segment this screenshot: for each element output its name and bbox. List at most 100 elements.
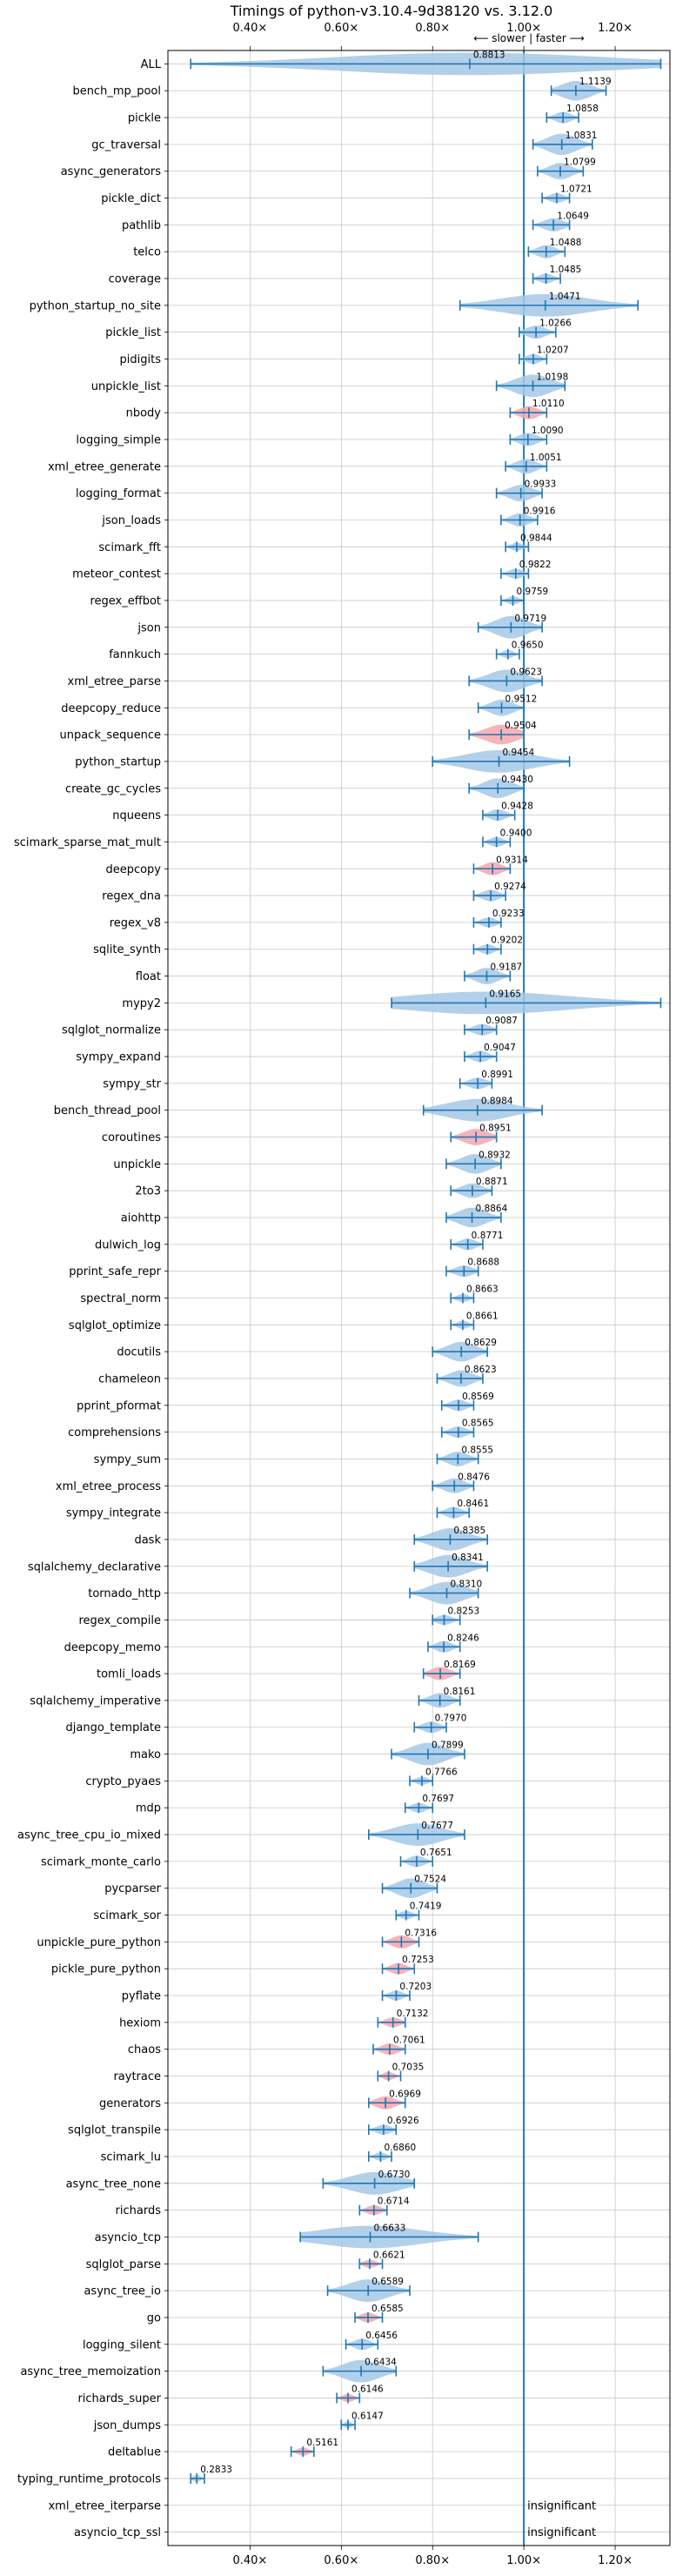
value-label-pathlib: 1.0649 xyxy=(557,211,589,221)
value-label-async-tree-memoization: 0.6434 xyxy=(365,2358,397,2368)
value-label-docutils: 0.8629 xyxy=(465,1338,497,1348)
category-label-fannkuch: fannkuch xyxy=(109,648,161,661)
category-label-scimark-lu: scimark_lu xyxy=(101,2150,161,2163)
value-label-raytrace: 0.7035 xyxy=(392,2063,425,2073)
category-label-sympy-integrate: sympy_integrate xyxy=(66,1507,161,1520)
category-label-unpickle-list: unpickle_list xyxy=(91,380,161,393)
category-label-deltablue: deltablue xyxy=(108,2446,161,2459)
category-label-deepcopy-reduce: deepcopy_reduce xyxy=(61,702,161,715)
x-tick-label-top: 1.00× xyxy=(506,22,541,35)
category-label-unpickle-pure-python: unpickle_pure_python xyxy=(37,1936,161,1949)
category-label-typing-runtime-protocols: typing_runtime_protocols xyxy=(17,2472,161,2485)
category-label-sqlglot-parse: sqlglot_parse xyxy=(86,2258,161,2271)
value-label-richards-super: 0.6146 xyxy=(351,2384,384,2394)
category-label-async-tree-cpu-io-mixed: async_tree_cpu_io_mixed xyxy=(17,1829,161,1842)
category-label-sqlalchemy-declarative: sqlalchemy_declarative xyxy=(28,1560,161,1573)
category-label-dask: dask xyxy=(134,1533,161,1546)
category-label-json-dumps: json_dumps xyxy=(93,2419,161,2432)
category-label-telco: telco xyxy=(133,246,161,259)
category-label-logging-simple: logging_simple xyxy=(76,434,161,447)
value-label-mypy2: 0.9165 xyxy=(489,989,521,999)
value-label-async-tree-io: 0.6589 xyxy=(371,2277,404,2287)
value-label-deepcopy: 0.9314 xyxy=(496,855,528,865)
value-label-coroutines: 0.8951 xyxy=(479,1124,512,1134)
x-tick-label-bottom: 1.00× xyxy=(506,2554,541,2567)
category-label-pycparser: pycparser xyxy=(104,1882,161,1895)
category-label-xml-etree-generate: xml_etree_generate xyxy=(48,460,161,473)
category-label-regex-effbot: regex_effbot xyxy=(90,594,161,607)
value-label-sympy-integrate: 0.8461 xyxy=(457,1499,489,1509)
category-label-asyncio-tcp: asyncio_tcp xyxy=(95,2231,161,2244)
value-label-asyncio-tcp: 0.6633 xyxy=(374,2223,406,2233)
category-label-pprint-pformat: pprint_pformat xyxy=(77,1399,161,1412)
x-tick-label-bottom: 1.20× xyxy=(598,2554,632,2567)
category-label-spectral-norm: spectral_norm xyxy=(80,1292,161,1305)
value-label-async-tree-cpu-io-mixed: 0.7677 xyxy=(421,1821,453,1831)
value-label-generators: 0.6969 xyxy=(389,2089,421,2099)
category-label-coroutines: coroutines xyxy=(102,1131,161,1144)
value-label-deepcopy-memo: 0.8246 xyxy=(447,1633,479,1643)
category-label-xml-etree-parse: xml_etree_parse xyxy=(68,675,161,688)
value-label-tornado-http: 0.8310 xyxy=(450,1580,482,1590)
value-label-typing-runtime-protocols: 0.2833 xyxy=(200,2465,232,2475)
value-label-comprehensions: 0.8565 xyxy=(462,1419,494,1429)
category-label-async-generators: async_generators xyxy=(61,165,162,178)
category-label-nbody: nbody xyxy=(126,407,162,420)
category-label-regex-v8: regex_v8 xyxy=(110,916,161,929)
value-label-async-tree-none: 0.6730 xyxy=(378,2170,411,2180)
category-label-sqlalchemy-imperative: sqlalchemy_imperative xyxy=(30,1694,161,1707)
value-label-unpack-sequence: 0.9504 xyxy=(505,721,537,731)
category-label-json-loads: json_loads xyxy=(101,514,161,527)
category-label-sqlglot-normalize: sqlglot_normalize xyxy=(62,1024,161,1037)
grid-layer xyxy=(168,50,670,2546)
category-label-sqlglot-transpile: sqlglot_transpile xyxy=(68,2124,161,2137)
category-label-sympy-str: sympy_str xyxy=(103,1077,161,1090)
insignificant-label-xml-etree-iterparse: insignificant xyxy=(527,2499,596,2512)
value-label-mdp: 0.7697 xyxy=(422,1794,454,1804)
category-label-python-startup-no-site: python_startup_no_site xyxy=(30,299,161,312)
value-label-xml-etree-parse: 0.9623 xyxy=(510,667,542,677)
value-label-json-dumps: 0.6147 xyxy=(351,2411,384,2421)
value-label-nqueens: 0.9428 xyxy=(501,802,533,812)
value-label-logging-format: 0.9933 xyxy=(525,480,557,490)
category-label-pidigits: pidigits xyxy=(120,353,162,366)
value-label-pickle-dict: 1.0721 xyxy=(560,184,592,195)
x-tick-label-top: 0.40× xyxy=(232,22,267,35)
category-label-unpickle: unpickle xyxy=(113,1158,161,1171)
value-label-logging-simple: 1.0090 xyxy=(532,426,564,436)
category-label-dulwich-log: dulwich_log xyxy=(95,1238,161,1251)
value-label-hexiom: 0.7132 xyxy=(397,2009,429,2019)
category-label-hexiom: hexiom xyxy=(119,2016,161,2029)
category-label-async-tree-none: async_tree_none xyxy=(66,2177,161,2190)
value-label-sqlglot-parse: 0.6621 xyxy=(373,2250,405,2260)
value-label-unpickle: 0.8932 xyxy=(478,1150,511,1160)
category-label-scimark-sparse-mat-mult: scimark_sparse_mat_mult xyxy=(14,836,161,849)
x-axis-top: 0.40× 0.60× 0.80× 1.00× 1.20× xyxy=(232,22,632,50)
value-label-xml-etree-generate: 1.0051 xyxy=(530,453,562,463)
category-label-xml-etree-iterparse: xml_etree_iterparse xyxy=(48,2499,161,2512)
x-tick-label-bottom: 0.40× xyxy=(232,2554,267,2567)
category-label-sqlite-synth: sqlite_synth xyxy=(93,943,161,956)
value-label-fannkuch: 0.9650 xyxy=(512,641,544,651)
value-label-json: 0.9719 xyxy=(514,614,546,624)
category-label-deepcopy-memo: deepcopy_memo xyxy=(64,1641,161,1654)
category-label-async-tree-io: async_tree_io xyxy=(84,2285,161,2298)
plot-frame xyxy=(167,50,671,2546)
category-label-regex-dna: regex_dna xyxy=(102,890,161,903)
value-label-scimark-sor: 0.7419 xyxy=(410,1902,442,1912)
category-label-logging-silent: logging_silent xyxy=(83,2338,161,2351)
category-label-pickle: pickle xyxy=(128,112,161,125)
value-label-pickle-pure-python: 0.7253 xyxy=(402,1955,434,1965)
value-label-deepcopy-reduce: 0.9512 xyxy=(505,694,538,704)
value-label-telco: 1.0488 xyxy=(550,238,582,248)
value-label-python-startup: 0.9454 xyxy=(503,748,535,758)
category-label-json: json xyxy=(137,621,161,634)
category-label-pprint-safe-repr: pprint_safe_repr xyxy=(69,1265,161,1278)
category-label-go: go xyxy=(147,2311,161,2324)
value-label-richards: 0.6714 xyxy=(378,2197,410,2207)
value-label-go: 0.6585 xyxy=(371,2304,404,2314)
value-label-python-startup-no-site: 1.0471 xyxy=(549,292,581,302)
value-label-scimark-sparse-mat-mult: 0.9400 xyxy=(500,828,532,838)
value-label-scimark-lu: 0.6860 xyxy=(384,2143,416,2153)
